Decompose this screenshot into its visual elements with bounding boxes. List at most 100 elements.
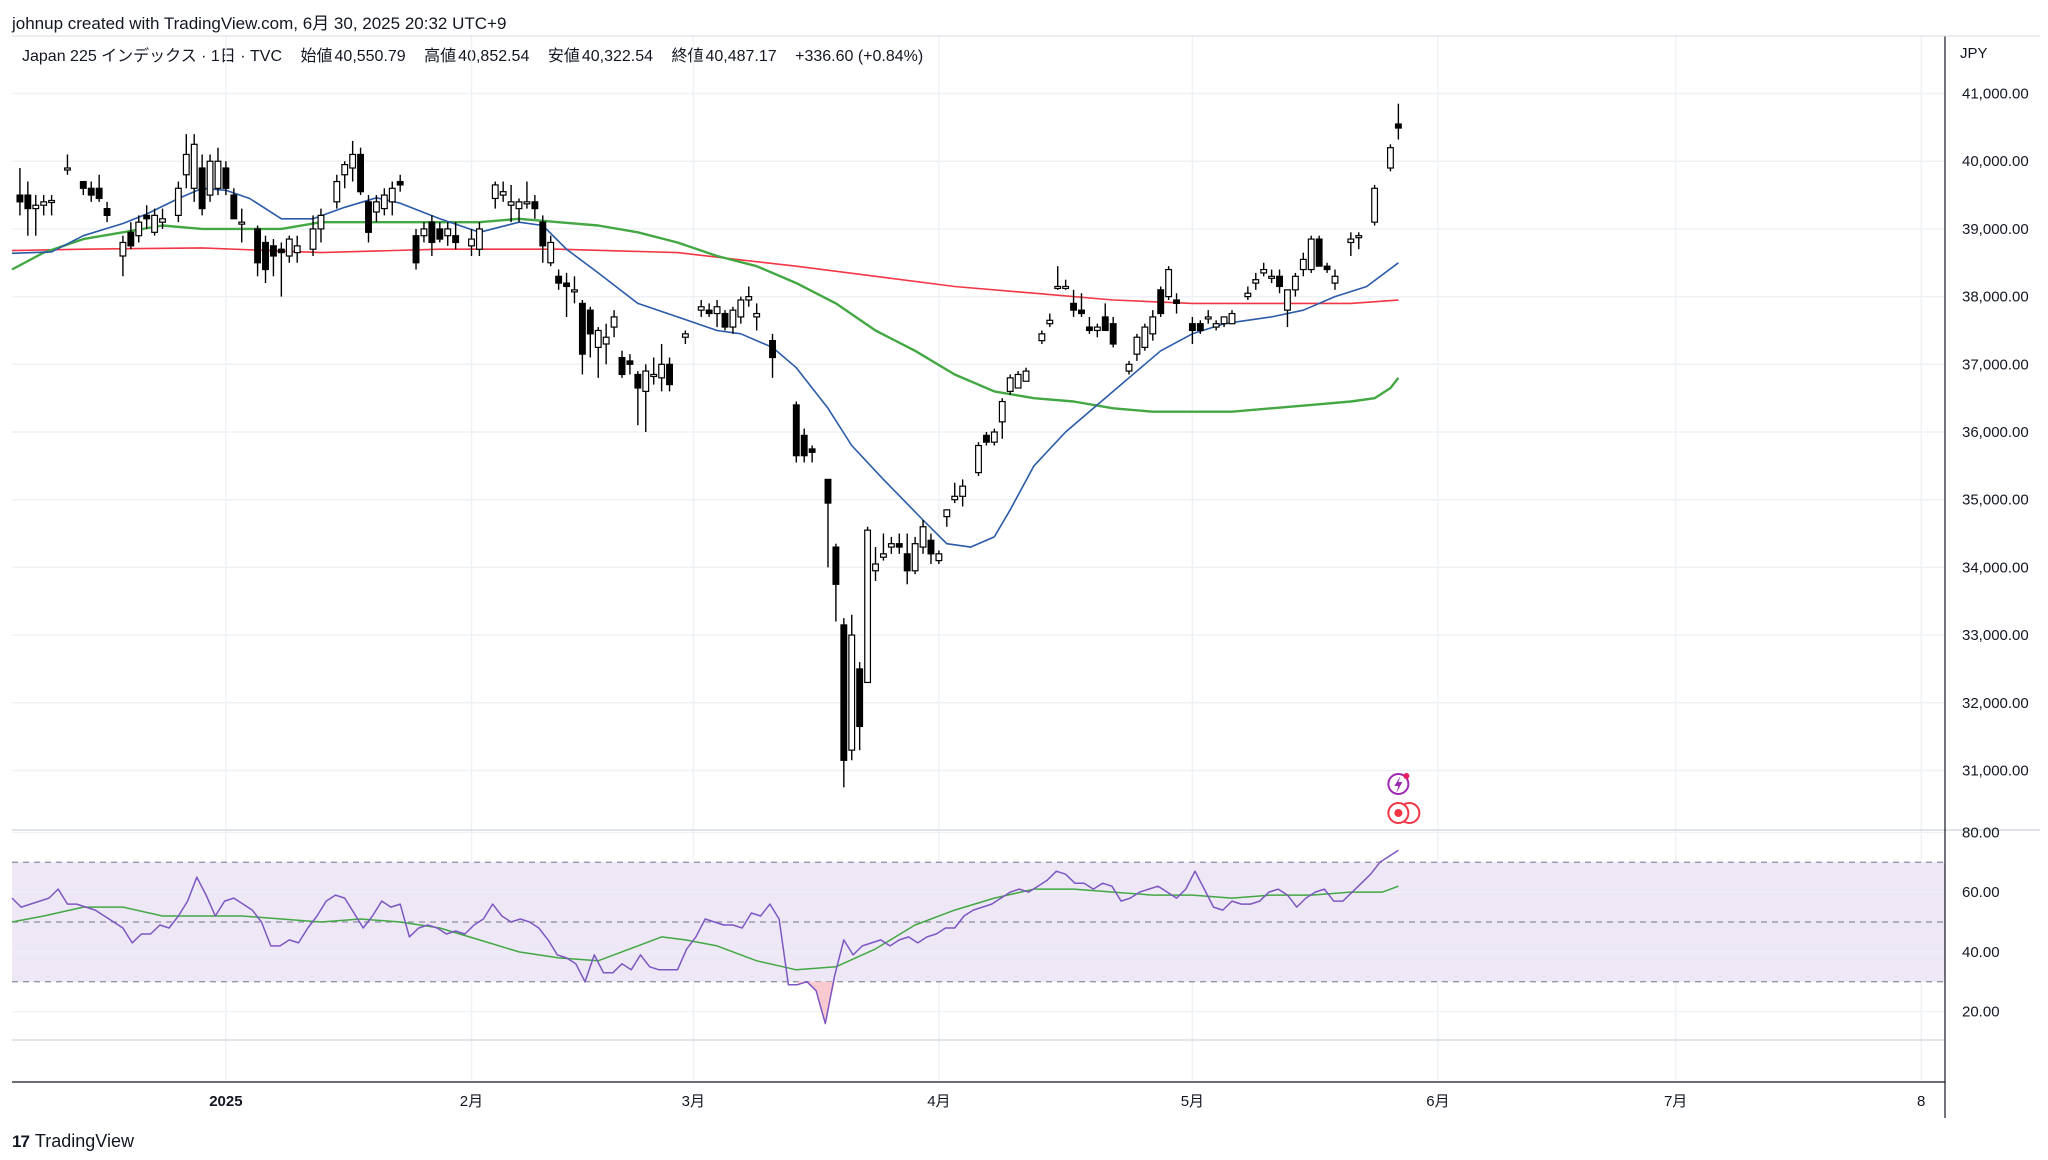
candle-body-55 (531, 201, 539, 210)
rsi-ma-line (11, 885, 1399, 971)
price-tick-label-5: 36,000.00 (1962, 424, 2029, 441)
candle-body-134 (1244, 292, 1252, 298)
candle-body-132 (1220, 316, 1228, 325)
candle-body-37 (365, 201, 372, 233)
high-label: 高値 (424, 48, 457, 65)
x-tick-label-1: 2月 (460, 1093, 483, 1110)
candle-body-22 (222, 167, 230, 189)
price-tick-label-1: 40,000.00 (1962, 153, 2029, 170)
candle-body-113 (1054, 285, 1062, 290)
candle-body-31 (309, 228, 317, 250)
candle-body-120 (1109, 323, 1117, 345)
candle-body-67 (626, 360, 634, 365)
candle-body-148 (1371, 187, 1379, 223)
candle-body-111 (1038, 333, 1046, 342)
candle-body-149 (1386, 147, 1394, 169)
candle-body-70 (650, 373, 658, 378)
price-tick-label-10: 31,000.00 (1962, 762, 2029, 779)
candle-body-9 (103, 208, 111, 216)
candle-body-82 (769, 340, 776, 359)
candle-body-21 (214, 160, 222, 189)
rsi-line (11, 849, 1399, 1025)
candle-body-103 (959, 485, 967, 497)
candle-body-121 (1125, 363, 1133, 372)
price-tick-label-4: 37,000.00 (1962, 356, 2029, 373)
candle-body-54 (523, 201, 531, 205)
candle-body-109 (1014, 373, 1022, 389)
candle-body-77 (721, 312, 729, 328)
candle-body-95 (895, 543, 903, 548)
candle-body-143 (1315, 238, 1323, 267)
candle-body-92 (872, 563, 879, 572)
candle-body-60 (571, 289, 578, 293)
candle-body-57 (547, 241, 555, 264)
candle-body-139 (1284, 289, 1291, 311)
candle-body-131 (1212, 323, 1220, 328)
candle-body-91 (864, 529, 872, 684)
candle-body-28 (277, 248, 285, 254)
candle-body-126 (1165, 268, 1173, 298)
candle-body-17 (182, 153, 190, 176)
candle-body-41 (396, 180, 404, 186)
candle-body-89 (848, 634, 856, 751)
candle-body-85 (808, 448, 816, 453)
price-tick-label-8: 33,000.00 (1962, 627, 2029, 644)
candle-body-73 (681, 333, 689, 338)
candle-body-129 (1196, 323, 1204, 332)
candle-body-118 (1093, 326, 1101, 332)
flash-glyph-icon (1394, 776, 1403, 793)
candle-body-45 (436, 228, 444, 240)
x-tick-label-0: 2025 (209, 1093, 242, 1110)
candle-body-19 (198, 167, 206, 210)
candle-body-24 (238, 221, 246, 225)
low-value: 40,322.54 (581, 48, 654, 65)
candle-body-36 (357, 153, 365, 193)
candle-body-15 (159, 218, 166, 223)
candle-body-137 (1268, 275, 1276, 279)
candle-body-69 (642, 370, 650, 392)
candle-body-102 (951, 495, 959, 501)
candle-body-35 (349, 153, 357, 169)
candle-body-62 (586, 309, 594, 335)
candle-body-107 (998, 400, 1006, 423)
candle-body-84 (800, 434, 808, 457)
candle-body-12 (135, 221, 143, 237)
candle-body-48 (468, 238, 475, 247)
candle-body-1 (24, 194, 32, 210)
candle-body-74 (697, 306, 705, 311)
candle-body-10 (119, 241, 127, 257)
candle-body-42 (412, 235, 420, 264)
candle-body-51 (499, 191, 507, 196)
candle-body-119 (1101, 316, 1109, 332)
candle-body-141 (1299, 258, 1307, 271)
candle-body-58 (555, 275, 563, 284)
x-tick-label-6: 7月 (1664, 1093, 1687, 1110)
candle-body-87 (832, 546, 840, 585)
tradingview-brand[interactable]: 17 TradingView (12, 1131, 134, 1152)
candle-body-27 (269, 245, 277, 257)
candle-body-114 (1062, 285, 1070, 290)
high-value: 40,852.54 (458, 48, 530, 65)
candle-body-25 (254, 228, 262, 264)
candle-body-135 (1252, 279, 1260, 284)
x-tick-label-4: 5月 (1181, 1093, 1204, 1110)
candle-body-79 (737, 299, 745, 318)
candle-body-16 (174, 187, 182, 216)
candle-body-2 (32, 204, 40, 210)
price-tick-label-0: 41,000.00 (1962, 86, 2029, 103)
candle-body-34 (341, 164, 349, 176)
candle-body-76 (713, 306, 721, 315)
candle-body-59 (563, 282, 571, 288)
candle-body-96 (903, 553, 911, 572)
rsi-oversold-fill (797, 981, 835, 1024)
candle-body-101 (943, 509, 951, 518)
currency-label[interactable]: JPY (1960, 45, 1988, 62)
candle-body-93 (879, 553, 887, 558)
candle-body-46 (444, 228, 452, 237)
candle-body-65 (610, 316, 618, 328)
candle-body-117 (1085, 326, 1093, 332)
candle-body-71 (658, 363, 666, 379)
candle-body-8 (95, 187, 103, 200)
candle-body-116 (1078, 309, 1085, 315)
